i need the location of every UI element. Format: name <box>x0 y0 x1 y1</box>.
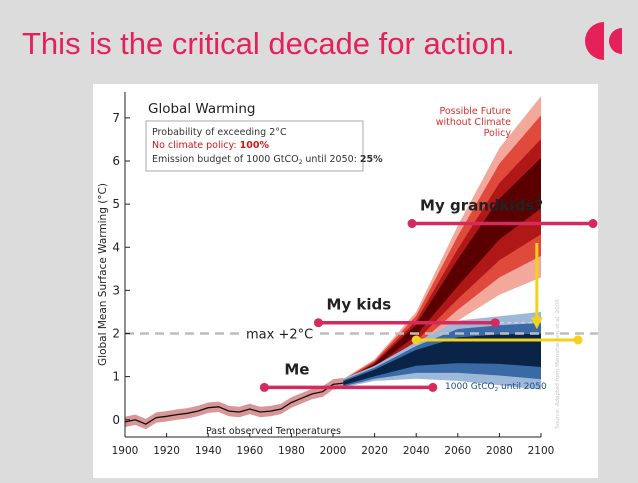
y-tick-label-1: 1 <box>112 370 120 384</box>
annotation-label-0: Me <box>284 360 309 378</box>
yellow-line-start-dot <box>411 335 421 345</box>
x-tick-label-1980: 1980 <box>278 445 305 457</box>
logo-right-quote <box>609 28 622 54</box>
info-box-line-3: Emission budget of 1000 GtCO2 until 2050… <box>152 154 383 166</box>
annotation-end-dot-1 <box>490 318 500 328</box>
y-tick-label-3: 3 <box>112 283 120 297</box>
future-no-policy-core-band <box>343 158 541 384</box>
x-tick-label-2080: 2080 <box>486 445 513 457</box>
observed-temperature-line <box>124 382 344 425</box>
future-no-policy-outer-band <box>343 96 541 388</box>
info-no-policy-value: 100% <box>240 140 270 151</box>
annotation-start-dot-2 <box>407 219 417 229</box>
x-tick-label-1940: 1940 <box>195 445 222 457</box>
y-axis-ticks: 0 1 2 3 4 5 6 7 <box>112 111 130 427</box>
y-tick-label-5: 5 <box>112 197 120 211</box>
y-axis-label: Global Mean Surface Warming (°C) <box>97 183 109 366</box>
info-budget-prefix: Emission budget of 1000 GtCO <box>152 154 299 165</box>
y-tick-label-0: 0 <box>112 413 120 427</box>
info-no-policy-prefix: No climate policy: <box>152 140 240 151</box>
double-quote-logo-icon <box>585 22 622 60</box>
info-budget-value: 25% <box>360 154 383 165</box>
x-tick-label-2100: 2100 <box>528 445 555 457</box>
budget-label-prefix: 1000 GtCO <box>445 382 495 392</box>
budget-series-label: 1000 GtCO2 until 2050 <box>445 382 547 393</box>
x-tick-label-1960: 1960 <box>236 445 263 457</box>
observed-uncertainty-band <box>125 377 344 430</box>
logo-left-quote <box>585 22 604 60</box>
annotation-start-dot-0 <box>259 382 269 392</box>
info-budget-suffix: until 2050: <box>302 154 359 165</box>
budget-core-band <box>343 333 541 385</box>
chart-title: Global Warming <box>148 101 255 117</box>
annotation-start-dot-1 <box>313 318 323 328</box>
lifetime-annotations: Me My kids My grandkids? <box>259 197 598 392</box>
annotation-label-1: My kids <box>326 296 391 314</box>
info-box <box>145 120 364 172</box>
x-tick-label-1920: 1920 <box>153 445 180 457</box>
x-tick-label-1900: 1900 <box>112 445 139 457</box>
info-budget-sub: 2 <box>299 159 303 166</box>
x-axis-ticks: 1900 1920 1940 1960 1980 2000 2020 2040 2060 2080… <box>112 433 555 457</box>
budget-label-sub: 2 <box>495 387 499 393</box>
future-series-label-line-3: Policy <box>484 128 512 139</box>
x-tick-label-2060: 2060 <box>444 445 471 457</box>
annotation-label-2: My grandkids? <box>420 197 543 215</box>
future-series-label-line-1: Possible Future <box>439 106 511 117</box>
yellow-arrow-down-icon <box>530 317 543 330</box>
x-tick-label-2020: 2020 <box>361 445 388 457</box>
future-no-policy-inner-band <box>343 139 541 386</box>
y-tick-label-2: 2 <box>112 327 120 341</box>
future-no-policy-mid-band <box>343 115 541 387</box>
source-note: Source: Adapted from Meinshausen et al. … <box>555 299 561 429</box>
yellow-line-end-dot <box>573 335 583 345</box>
x-tick-label-2040: 2040 <box>403 445 430 457</box>
annotation-end-dot-2 <box>588 219 598 229</box>
annotation-end-dot-0 <box>428 382 438 392</box>
y-tick-label-4: 4 <box>112 240 120 254</box>
x-tick-label-2000: 2000 <box>320 445 347 457</box>
future-series-label-line-2: without Climate <box>436 117 511 128</box>
threshold-label: max +2°C <box>246 328 313 343</box>
info-box-line-2: No climate policy: 100% <box>152 140 269 151</box>
threshold-label-background <box>243 323 319 342</box>
budget-label-suffix: until 2050 <box>498 382 547 392</box>
observed-series-label: Past observed Temperatures <box>206 426 341 437</box>
info-box-line-1: Probability of exceeding 2°C <box>152 127 287 138</box>
slide-title: This is the critical decade for action. <box>22 26 515 61</box>
y-tick-label-7: 7 <box>112 111 120 125</box>
y-tick-label-6: 6 <box>112 154 120 168</box>
